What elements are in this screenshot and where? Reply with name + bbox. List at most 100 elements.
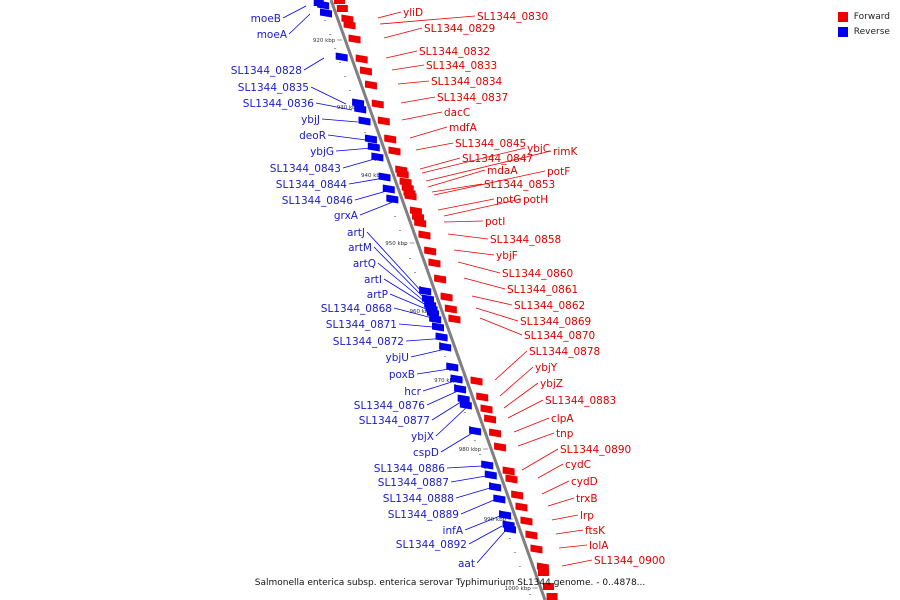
gene-label-sl1344-0862[interactable]: SL1344_0862 (514, 300, 585, 312)
gene-block-forward-tnp[interactable] (494, 442, 507, 452)
gene-label-sl1344-0846[interactable]: SL1344_0846 (282, 195, 354, 207)
gene-label-sl1344-0832[interactable]: SL1344_0832 (419, 46, 490, 58)
gene-label-artq[interactable]: artQ (353, 258, 376, 270)
gene-label-ybjx[interactable]: ybjX (411, 431, 434, 443)
gene-block-reverse-sl1344-0836[interactable] (354, 104, 367, 114)
gene-label-sl1344-0833[interactable]: SL1344_0833 (426, 60, 497, 72)
gene-block-forward-poti[interactable] (414, 218, 427, 228)
gene-label-moeb[interactable]: moeB (251, 13, 281, 25)
gene-block-forward-lrp[interactable] (520, 516, 533, 526)
gene-label-grxa[interactable]: grxA (334, 210, 359, 222)
gene-block-reverse-sl1344-0889[interactable] (493, 494, 506, 504)
gene-block-reverse-ybjj[interactable] (358, 116, 371, 126)
gene-block-forward-cydc[interactable] (505, 474, 518, 484)
gene-block-forward-trxb[interactable] (515, 502, 528, 512)
gene-label-sl1344-0870[interactable]: SL1344_0870 (524, 330, 595, 342)
gene-label-sl1344-0890[interactable]: SL1344_0890 (560, 444, 631, 456)
gene-block-forward-sl1344-0845[interactable] (388, 146, 401, 156)
gene-block-forward-sl1344-0858[interactable] (418, 230, 431, 240)
gene-block-forward-mdfa[interactable] (384, 134, 397, 144)
gene-block-reverse-sl1344-0886[interactable] (481, 460, 494, 470)
gene-block-forward-clpa[interactable] (489, 428, 502, 438)
gene-block-forward-lola[interactable] (530, 544, 543, 554)
gene-label-sl1344-0858[interactable]: SL1344_0858 (490, 234, 561, 246)
gene-block-reverse-sl1344-0828[interactable] (335, 52, 348, 62)
gene-label-sl1344-0844[interactable]: SL1344_0844 (276, 179, 348, 191)
gene-label-poxb[interactable]: poxB (389, 369, 415, 381)
gene-label-cydc[interactable]: cydC (565, 459, 591, 471)
gene-label-moea[interactable]: moeA (257, 29, 288, 41)
gene-label-cspd[interactable]: cspD (413, 447, 439, 459)
gene-label-ybju[interactable]: ybjU (386, 352, 409, 364)
gene-label-sl1344-0845[interactable]: SL1344_0845 (455, 138, 526, 150)
gene-label-ybjg[interactable]: ybjG (310, 146, 334, 158)
gene-block-forward-ybjy[interactable] (476, 392, 489, 402)
gene-label-ybjf[interactable]: ybjF (496, 250, 518, 262)
gene-block-reverse-artj[interactable] (419, 286, 432, 296)
gene-block-forward-sl1344-0878[interactable] (470, 376, 483, 386)
gene-label-sl1344-0883[interactable]: SL1344_0883 (545, 395, 616, 407)
gene-label-ybjc[interactable]: ybjC (527, 143, 550, 155)
gene-label-ybjj[interactable]: ybjJ (301, 114, 320, 126)
gene-label-lola[interactable]: lolA (589, 540, 609, 552)
gene-label-sl1344-0887[interactable]: SL1344_0887 (378, 477, 449, 489)
gene-block-forward-sl1344-0862[interactable] (440, 292, 453, 302)
gene-label-artm[interactable]: artM (348, 242, 372, 254)
gene-label-sl1344-0868[interactable]: SL1344_0868 (321, 303, 392, 315)
gene-block-forward-sl1344-0869[interactable] (444, 304, 457, 314)
gene-block-reverse-sl1344-0871[interactable] (431, 322, 444, 332)
gene-block-reverse-sl1344-0887[interactable] (484, 470, 497, 480)
gene-label-sl1344-0828[interactable]: SL1344_0828 (231, 65, 302, 77)
gene-block-reverse-sl1344-0846[interactable] (382, 184, 395, 194)
gene-label-lrp[interactable]: lrp (580, 510, 594, 522)
gene-block-forward-sl1344-0853[interactable] (403, 188, 416, 198)
gene-label-sl1344-0877[interactable]: SL1344_0877 (359, 415, 430, 427)
gene-block-reverse-ybjg[interactable] (367, 142, 380, 152)
gene-label-sl1344-0889[interactable]: SL1344_0889 (388, 509, 459, 521)
gene-label-rimk[interactable]: rimK (553, 146, 578, 158)
gene-label-sl1344-0892[interactable]: SL1344_0892 (396, 539, 467, 551)
gene-block-forward-sl1344-0833[interactable] (359, 66, 372, 76)
gene-label-ftsk[interactable]: ftsK (585, 525, 606, 537)
gene-block-reverse-sl1344-0888[interactable] (489, 482, 502, 492)
gene-label-sl1344-0876[interactable]: SL1344_0876 (354, 400, 426, 412)
gene-label-sl1344-0888[interactable]: SL1344_0888 (383, 493, 454, 505)
gene-block-forward-sl1344-0847[interactable] (395, 165, 408, 175)
gene-label-arti[interactable]: artI (364, 274, 382, 286)
gene-block-reverse-sl1344-0844[interactable] (378, 172, 391, 182)
gene-block-forward-sl1344-0834[interactable] (364, 80, 377, 90)
gene-label-sl1344-0837[interactable]: SL1344_0837 (437, 92, 508, 104)
gene-label-trxb[interactable]: trxB (576, 493, 598, 505)
gene-label-tnp[interactable]: tnp (556, 428, 574, 440)
gene-label-clpa[interactable]: clpA (551, 413, 574, 425)
gene-label-infa[interactable]: infA (443, 525, 464, 537)
gene-label-deor[interactable]: deoR (299, 130, 326, 142)
gene-block-reverse-moea[interactable] (319, 8, 332, 18)
gene-block-reverse-ybju[interactable] (439, 342, 452, 352)
gene-label-sl1344-0871[interactable]: SL1344_0871 (326, 319, 397, 331)
gene-label-sl1344-0829[interactable]: SL1344_0829 (424, 23, 495, 35)
gene-label-sl1344-0853[interactable]: SL1344_0853 (484, 179, 555, 191)
gene-block-reverse-ybjx[interactable] (459, 400, 472, 410)
gene-block-reverse-aat[interactable] (504, 524, 517, 534)
gene-label-sl1344-0834[interactable]: SL1344_0834 (431, 76, 503, 88)
gene-label-sl1344-0886[interactable]: SL1344_0886 (374, 463, 446, 475)
gene-label-sl1344-0900[interactable]: SL1344_0900 (594, 555, 665, 567)
gene-block-forward-sl1344-0837[interactable] (371, 99, 384, 109)
gene-block-forward-sl1344-0890[interactable] (502, 466, 515, 476)
gene-block-forward-sl1344-0830[interactable] (343, 20, 356, 30)
gene-label-sl1344-0835[interactable]: SL1344_0835 (238, 82, 309, 94)
gene-label-dacc[interactable]: dacC (444, 107, 470, 119)
gene-label-cydd[interactable]: cydD (571, 476, 598, 488)
gene-label-sl1344-0878[interactable]: SL1344_0878 (529, 346, 600, 358)
gene-block-forward-sl1344-0883[interactable] (484, 414, 497, 424)
gene-label-artj[interactable]: artJ (347, 227, 365, 239)
gene-label-ybjy[interactable]: ybjY (535, 362, 558, 374)
gene-block-forward-dacc[interactable] (377, 116, 390, 126)
gene-label-sl1344-0861[interactable]: SL1344_0861 (507, 284, 578, 296)
gene-label-sl1344-0836[interactable]: SL1344_0836 (243, 98, 315, 110)
gene-block-forward-sl1344-0829[interactable] (348, 34, 361, 44)
gene-block-forward-cydd[interactable] (511, 490, 524, 500)
gene-label-sl1344-0860[interactable]: SL1344_0860 (502, 268, 573, 280)
gene-block-forward-sl1344-0832[interactable] (355, 54, 368, 64)
